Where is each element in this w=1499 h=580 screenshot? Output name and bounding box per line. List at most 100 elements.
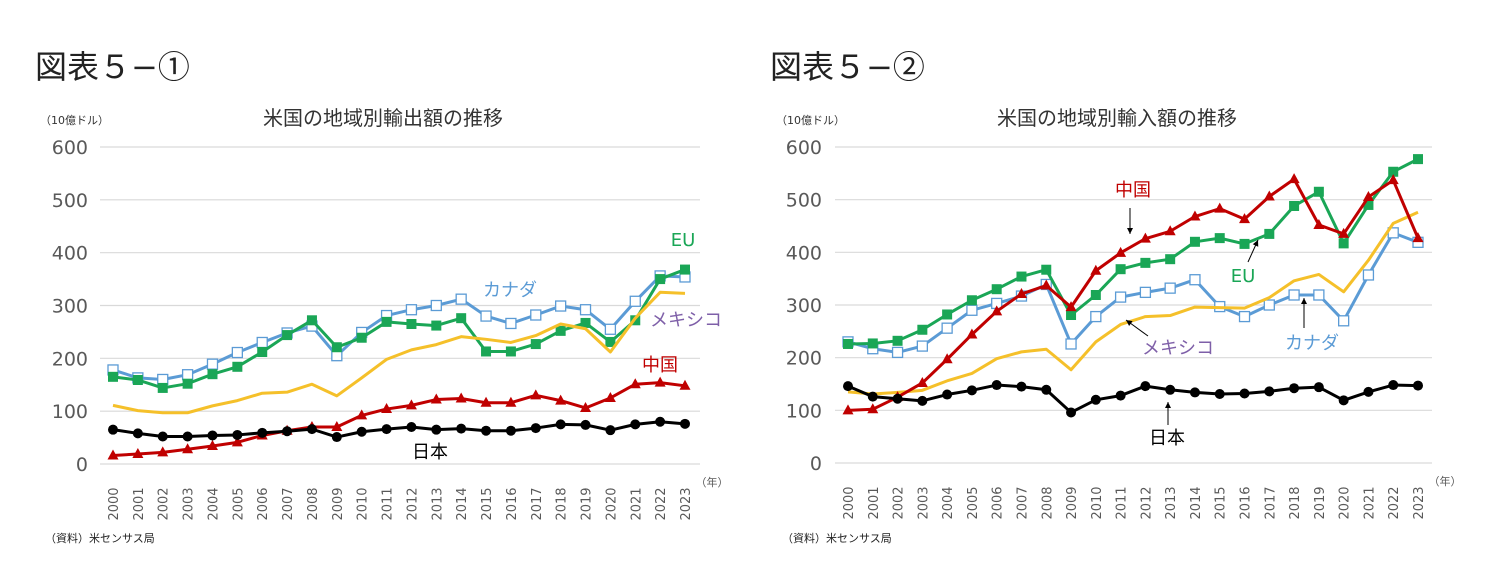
data-point	[1214, 202, 1226, 213]
x-tick-label: 2004	[941, 486, 956, 519]
data-point	[892, 335, 903, 346]
data-point	[431, 320, 442, 331]
data-point	[1066, 407, 1077, 418]
data-point	[1288, 173, 1300, 184]
data-point	[157, 382, 168, 393]
data-point	[1065, 338, 1077, 350]
x-tick-label: 2012	[405, 487, 420, 520]
data-point	[1313, 186, 1324, 197]
x-tick-label: 2020	[604, 487, 619, 520]
data-point	[604, 323, 617, 335]
x-tick-label: 2011	[1115, 486, 1130, 519]
data-point	[867, 391, 878, 402]
data-point	[455, 293, 467, 305]
data-point	[282, 426, 293, 437]
series-label: EU	[1231, 266, 1256, 287]
data-point	[580, 317, 591, 328]
data-point	[356, 409, 368, 420]
data-point	[604, 391, 616, 402]
data-point	[1015, 287, 1027, 298]
x-tick-label: 2009	[331, 487, 346, 520]
data-point	[1140, 257, 1151, 268]
data-point	[1263, 299, 1275, 311]
data-point	[942, 389, 953, 400]
series-label: 中国	[642, 355, 678, 376]
x-tick-label: 2002	[892, 486, 907, 519]
data-point	[1139, 286, 1152, 299]
x-tick-label: 2014	[1189, 486, 1204, 519]
y-tick-label: 300	[52, 296, 88, 318]
series-中国	[107, 376, 691, 460]
arrowhead	[1252, 240, 1259, 247]
data-point	[1313, 289, 1325, 301]
data-point	[256, 336, 268, 349]
x-tick-label: 2023	[679, 487, 694, 520]
data-point	[331, 421, 343, 432]
data-point	[481, 346, 492, 357]
y-tick-label: 600	[786, 137, 822, 159]
x-tick-label: 2014	[455, 487, 470, 520]
y-tick-label: 500	[52, 190, 88, 212]
data-point	[1165, 384, 1176, 395]
data-point	[1189, 387, 1200, 398]
data-point	[966, 304, 978, 316]
data-point	[1139, 232, 1151, 243]
data-point	[941, 322, 953, 334]
data-point	[580, 401, 592, 412]
data-point	[1362, 191, 1374, 202]
x-tick-label: 2021	[629, 487, 644, 520]
figure-label-2: 図表５−②	[770, 48, 925, 86]
y-tick-label: 200	[52, 348, 88, 370]
x-tick-label: 2010	[356, 487, 371, 520]
series-メキシコ	[847, 210, 1419, 396]
x-tick-label: 2000	[842, 486, 857, 519]
data-point	[867, 338, 878, 349]
y-tick-label: 500	[786, 190, 822, 212]
data-point	[257, 427, 268, 438]
data-point	[1313, 218, 1325, 229]
data-point	[605, 336, 616, 347]
data-point	[132, 374, 143, 385]
data-point	[157, 446, 169, 457]
data-point	[530, 339, 541, 350]
data-point	[1387, 174, 1399, 185]
x-tick-label: 2013	[430, 487, 445, 520]
data-point	[655, 416, 666, 427]
data-point	[1239, 213, 1251, 224]
data-point	[942, 309, 953, 320]
data-point	[182, 443, 194, 454]
source-note-2: （資料）米センサス局	[782, 532, 892, 545]
data-point	[991, 380, 1002, 391]
series-日本	[108, 416, 690, 443]
x-tick-label: 2006	[256, 487, 271, 520]
data-point	[555, 325, 566, 336]
y-tick-label: 200	[786, 348, 822, 370]
data-point	[842, 404, 854, 415]
arrowhead	[1126, 320, 1133, 326]
data-point	[530, 423, 541, 434]
series-メキシコ	[112, 290, 686, 415]
data-point	[1090, 289, 1101, 300]
data-point	[456, 313, 467, 324]
y-tick-label: 400	[786, 242, 822, 264]
data-point	[1338, 227, 1350, 238]
data-point	[1066, 310, 1077, 321]
y-tick-label: 300	[786, 295, 822, 317]
data-point	[206, 440, 218, 451]
data-point	[381, 424, 392, 435]
x-tick-label: 2018	[555, 487, 570, 520]
data-point	[405, 304, 418, 316]
data-point	[157, 431, 168, 442]
data-point	[1388, 380, 1399, 391]
x-tick-label: 2018	[1288, 486, 1303, 519]
data-point	[1288, 289, 1300, 301]
data-point	[1214, 389, 1225, 400]
data-point	[306, 424, 317, 435]
series-label: 中国	[1115, 180, 1151, 201]
data-point	[405, 399, 417, 410]
series-line	[847, 383, 1419, 414]
data-point	[181, 369, 194, 381]
x-tick-label: 2007	[1015, 486, 1030, 519]
data-point	[555, 300, 567, 312]
data-point	[1090, 264, 1102, 275]
